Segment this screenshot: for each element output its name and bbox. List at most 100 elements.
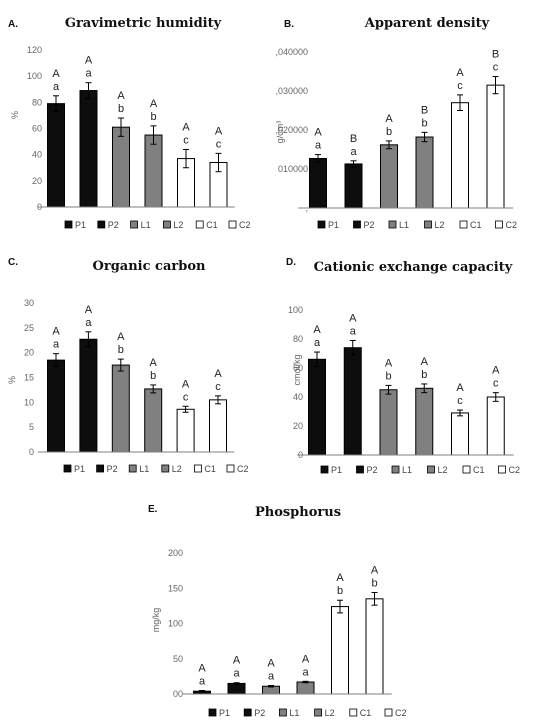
- error-bar-c1: [182, 405, 189, 413]
- significance-upper: A: [198, 662, 206, 674]
- chart-panel-4: D. Cationic exchange capacitycmol/kg02040…: [286, 257, 520, 475]
- significance-lower: c: [183, 134, 189, 146]
- bar-l2: [144, 134, 163, 208]
- legend-label-l1: L1: [399, 220, 409, 230]
- y-tick-label: 10: [24, 397, 34, 407]
- significance-upper: A: [150, 98, 158, 110]
- significance-lower: c: [493, 378, 499, 390]
- legend: P1 P2 L1 L2 C1 C2: [64, 220, 251, 230]
- legend-swatch-l1: [278, 708, 287, 717]
- y-tick-label: 5: [29, 422, 34, 432]
- legend-swatch-c2: [226, 464, 235, 473]
- bar-c2: [365, 598, 384, 695]
- error-bar-c1: [337, 599, 343, 614]
- error-bar-p2: [85, 331, 92, 348]
- legend-label-c2: C2: [506, 220, 518, 230]
- legend-swatch-c1: [193, 464, 202, 473]
- error-bar-l1: [385, 384, 392, 395]
- significance-lower: b: [118, 103, 124, 115]
- legend-label-l1: L1: [402, 465, 412, 475]
- legend-label-p2: P2: [254, 708, 265, 718]
- y-tick-label: 40: [293, 392, 303, 402]
- bar-c2: [209, 399, 227, 453]
- legend-label-p2: P2: [108, 220, 119, 230]
- legend-label-c1: C1: [473, 465, 485, 475]
- significance-lower: b: [337, 585, 343, 597]
- legend-swatch-p1: [63, 464, 72, 473]
- bar-l1: [380, 144, 398, 209]
- significance-lower: a: [350, 146, 357, 158]
- error-bar-l2: [421, 383, 428, 394]
- legend-label-c2: C2: [395, 708, 407, 718]
- error-bar-l2: [421, 131, 428, 143]
- significance-upper: B: [492, 49, 499, 61]
- legend-swatch-p2: [96, 464, 104, 473]
- bar-c1: [451, 102, 469, 209]
- y-tick-label: 0: [29, 447, 34, 457]
- bar-p1: [309, 157, 327, 209]
- chart-title: Gravimetric humidity: [65, 16, 222, 31]
- significance-lower: a: [85, 68, 92, 80]
- y-tick-label: ,020000: [275, 125, 308, 135]
- legend-swatch-l2: [162, 220, 171, 229]
- significance-upper: A: [421, 356, 429, 368]
- significance-lower: b: [385, 370, 391, 382]
- bar-l2: [415, 387, 434, 456]
- bar-l2: [144, 388, 163, 453]
- legend-swatch-l2: [424, 220, 432, 229]
- error-bar-l2: [302, 680, 309, 684]
- error-bar-p2: [349, 339, 356, 356]
- y-tick-label: 60: [32, 124, 42, 134]
- legend-label-p2: P2: [107, 464, 118, 474]
- y-tick-label: 150: [168, 583, 183, 593]
- significance-upper: A: [85, 55, 93, 67]
- significance-lower: a: [85, 317, 92, 329]
- y-tick-label: 25: [24, 323, 34, 333]
- y-tick-label: 100: [168, 619, 183, 629]
- legend-label-p2: P2: [367, 465, 378, 475]
- chart-title: Cationic exchange capacity: [314, 260, 513, 275]
- bar-c1: [451, 412, 469, 456]
- significance-upper: A: [313, 324, 321, 336]
- legend-swatch-c2: [495, 220, 503, 229]
- legend-label-l2: L2: [173, 220, 183, 230]
- error-bar-l2: [150, 384, 157, 394]
- legend-label-c2: C2: [509, 465, 521, 475]
- error-bar-l1: [118, 117, 124, 137]
- legend: P1 P2 L1 L2 C1 C2: [208, 708, 407, 718]
- legend-swatch-l2: [161, 464, 170, 473]
- legend-label-l1: L1: [289, 708, 299, 718]
- significance-upper: A: [349, 312, 357, 324]
- panel-label: D.: [286, 257, 296, 268]
- error-bar-c1: [183, 148, 189, 169]
- legend-label-p1: P1: [75, 220, 86, 230]
- significance-upper: A: [117, 90, 125, 102]
- legend: P1 P2 L1 L2 C1 C2: [317, 220, 518, 230]
- significance-lower: a: [199, 675, 206, 687]
- significance-upper: B: [350, 133, 357, 145]
- legend-label-l1: L1: [141, 220, 151, 230]
- error-bar-p1: [199, 689, 205, 693]
- legend-swatch-c1: [349, 708, 358, 717]
- significance-upper: A: [233, 655, 241, 667]
- bar-l1: [111, 364, 130, 453]
- legend-swatch-p2: [356, 465, 364, 474]
- bar-c1: [176, 408, 195, 453]
- bar-p2: [227, 682, 246, 695]
- legend-swatch-l1: [128, 464, 137, 473]
- legend-label-p1: P1: [74, 464, 85, 474]
- legend-swatch-c2: [228, 220, 237, 229]
- y-tick-label: 100: [27, 71, 42, 81]
- significance-upper: A: [267, 658, 275, 670]
- y-axis-label: cmol/kg: [292, 354, 302, 385]
- legend: P1 P2 L1 L2 C1 C2: [320, 465, 521, 475]
- error-bar-c1: [457, 409, 463, 417]
- y-tick-label: 100: [288, 305, 303, 315]
- legend-swatch-p1: [320, 465, 329, 474]
- y-tick-label: 30: [24, 298, 34, 308]
- significance-lower: b: [150, 111, 156, 123]
- error-bar-p1: [53, 353, 59, 368]
